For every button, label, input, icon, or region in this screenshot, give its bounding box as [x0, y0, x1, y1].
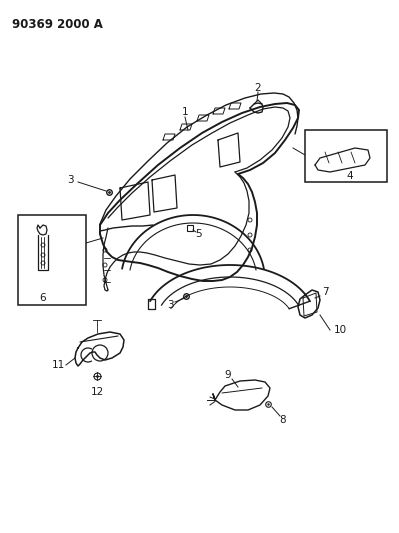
Bar [18, 215, 86, 305]
Text: 11: 11 [51, 360, 65, 370]
Text: 7: 7 [322, 287, 328, 297]
Text: 2: 2 [255, 83, 261, 93]
Text: 12: 12 [91, 387, 104, 397]
Text: 1: 1 [182, 107, 188, 117]
Text: 6: 6 [40, 293, 46, 303]
Text: 9: 9 [225, 370, 231, 380]
Text: 5: 5 [195, 229, 201, 239]
Text: 90369 2000 A: 90369 2000 A [12, 18, 103, 31]
Bar [305, 130, 387, 182]
Text: 8: 8 [280, 415, 286, 425]
Text: 4: 4 [347, 171, 353, 181]
Text: 3: 3 [167, 300, 173, 310]
Text: 3: 3 [67, 175, 73, 185]
Text: 10: 10 [334, 325, 347, 335]
